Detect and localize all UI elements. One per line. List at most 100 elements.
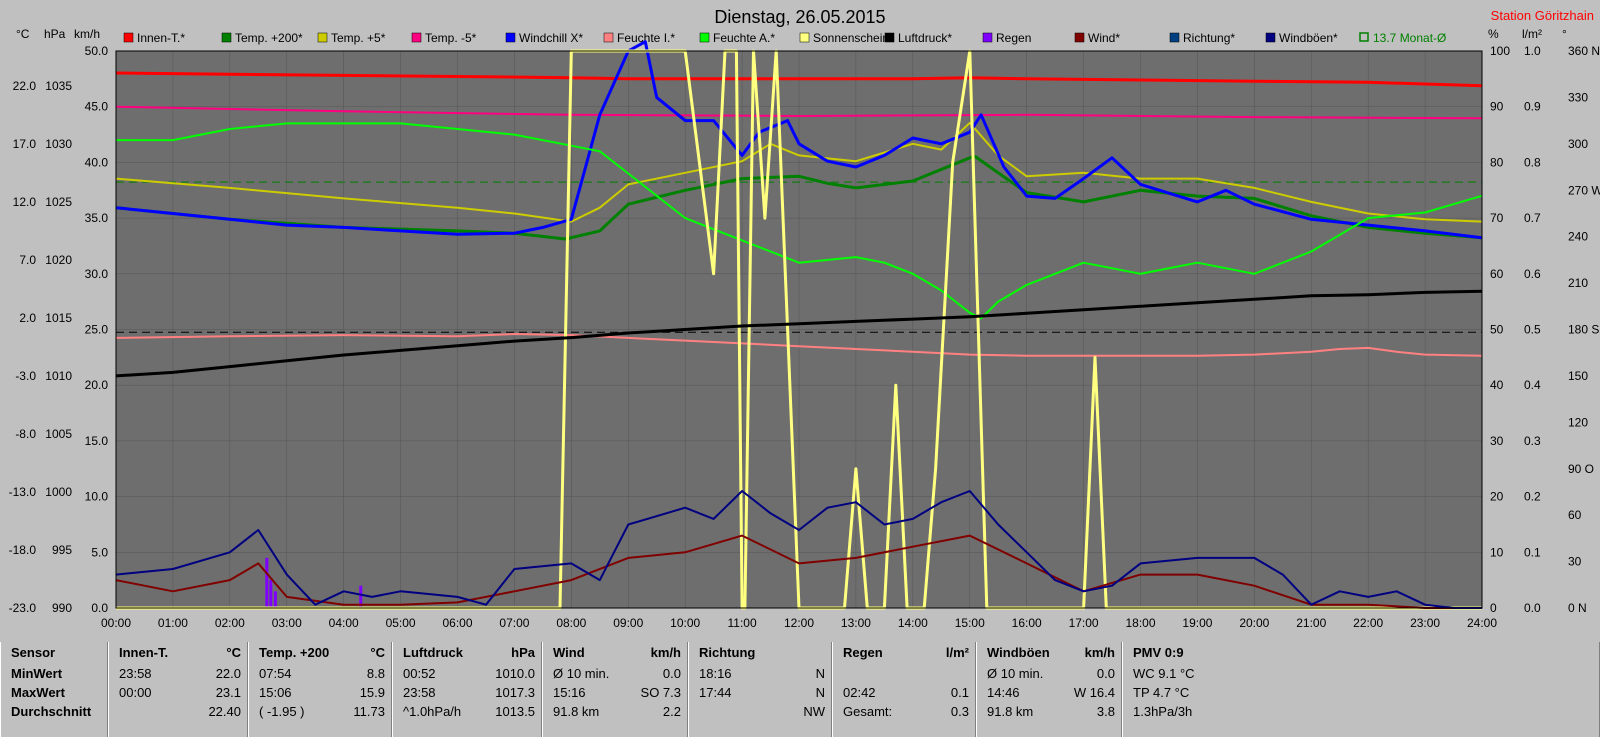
- stats-header-label: Windböen: [987, 645, 1050, 660]
- rain-bar: [269, 580, 273, 608]
- y-tick-label-dir: 210: [1568, 276, 1588, 290]
- y-tick-label-rain: 0.3: [1524, 434, 1541, 448]
- station-name: Station Göritzhain: [1491, 8, 1594, 23]
- stats-cell-label: ^1.0hPa/h: [403, 704, 462, 719]
- stats-row: NW: [689, 704, 831, 723]
- x-tick-label: 10:00: [670, 616, 700, 630]
- x-tick-label: 11:00: [728, 616, 757, 630]
- stats-column: Windböen km/h Ø 10 min. 0.0 14:46 W 16.4 91.8 …: [976, 642, 1122, 737]
- stats-cell-value: 22.0: [215, 666, 241, 681]
- legend-label: Innen-T.*: [137, 31, 185, 45]
- stats-cell-value: 0.0: [1096, 666, 1115, 681]
- y-tick-label-hpa: 1015: [45, 311, 72, 325]
- stats-row: 15:16 SO 7.3: [543, 685, 687, 704]
- y-tick-label-rain: 0.8: [1524, 155, 1541, 169]
- legend-swatch: [123, 32, 134, 43]
- y-tick-label-rain: 0.1: [1524, 545, 1541, 559]
- stats-header: Regen l/m²: [833, 645, 975, 664]
- legend-label: Sonnenschein: [813, 31, 889, 45]
- legend-label: Temp. +200*: [235, 31, 303, 45]
- stats-column: Temp. +200 °C 07:54 8.8 15:06 15.9 ( -1.95 ) 11…: [248, 642, 392, 737]
- y-tick-label-temp: 17.0: [13, 137, 37, 151]
- rain-bars: [265, 557, 363, 608]
- legend-swatch: [411, 32, 422, 43]
- x-tick-label: 14:00: [898, 616, 928, 630]
- x-tick-label: 05:00: [386, 616, 416, 630]
- y-tick-label-temp: -8.0: [15, 427, 36, 441]
- series-line: [115, 534, 1482, 609]
- stats-cell-label: 23:58: [403, 685, 436, 700]
- stats-row: 14:46 W 16.4: [977, 685, 1121, 704]
- y-tick-label-kmh: 10.0: [85, 490, 109, 504]
- y-tick-label-dir: 60: [1568, 508, 1582, 522]
- stats-row: [833, 666, 975, 685]
- y-tick-label-temp: -18.0: [9, 543, 37, 557]
- y-tick-label-kmh: 45.0: [85, 100, 109, 114]
- y-tick-label-dir: 150: [1568, 369, 1588, 383]
- stats-cell-label: ( -1.95 ): [259, 704, 305, 719]
- series-line: [115, 40, 1483, 240]
- y-tick-label-pct: 10: [1490, 545, 1504, 559]
- stats-row: Ø 10 min. 0.0: [977, 666, 1121, 685]
- stats-cell-label: WC 9.1 °C: [1133, 666, 1195, 681]
- y-tick-label-dir: 120: [1568, 415, 1588, 429]
- y-tick-label-dir: 30: [1568, 555, 1582, 569]
- stats-row: 18:16 N: [689, 666, 831, 685]
- legend-swatch: [884, 32, 895, 43]
- y-tick-label-dir: 180 S: [1568, 323, 1599, 337]
- y-tick-label-hpa: 1035: [45, 79, 72, 93]
- stats-cell-value: 0.0: [662, 666, 681, 681]
- y-tick-label-pct: 90: [1490, 100, 1504, 114]
- stats-cell-value: 22.40: [208, 704, 241, 719]
- stats-row: Gesamt: 0.3: [833, 704, 975, 723]
- legend-label: Feuchte A.*: [713, 31, 775, 45]
- stats-cell-label: 00:00: [119, 685, 152, 700]
- x-tick-label: 18:00: [1125, 616, 1155, 630]
- x-tick-label: 17:00: [1069, 616, 1099, 630]
- stats-column: Regen l/m² 02:42 0.1 Gesamt: 0.3: [832, 642, 976, 737]
- y-tick-label-rain: 0.4: [1524, 378, 1541, 392]
- x-tick-label: 23:00: [1410, 616, 1440, 630]
- stats-header: Wind km/h: [543, 645, 687, 664]
- legend-swatch: [982, 32, 993, 43]
- axis-unit-label: °C: [16, 27, 30, 41]
- y-tick-label-hpa: 1000: [45, 485, 72, 499]
- y-tick-label-temp: -13.0: [9, 485, 37, 499]
- series-line: [115, 289, 1483, 378]
- legend-label: Feuchte I.*: [617, 31, 675, 45]
- y-tick-label-temp: 22.0: [13, 79, 37, 93]
- stats-cell-value: N: [815, 685, 825, 700]
- stats-cell-value: 1017.3: [495, 685, 535, 700]
- legend-swatch: [221, 32, 232, 43]
- stats-cell-label: 91.8 km: [987, 704, 1034, 719]
- y-tick-label-rain: 0.9: [1524, 100, 1541, 114]
- stats-cell-label: 02:42: [843, 685, 876, 700]
- stats-header-unit: km/h: [650, 645, 681, 660]
- legend-label: Richtung*: [1183, 31, 1235, 45]
- legend: Innen-T.* Temp. +200* Temp. +5* Temp. -5* Wi…: [123, 31, 1446, 45]
- axis-unit-label: km/h: [74, 27, 100, 41]
- stats-cell-label: MaxWert: [11, 685, 65, 700]
- axis-unit-label: l/m²: [1522, 27, 1542, 41]
- stats-row: 07:54 8.8: [249, 666, 391, 685]
- axis-unit-label: %: [1488, 27, 1499, 41]
- y-tick-label-dir: 270 W: [1568, 183, 1600, 197]
- y-tick-label-temp: -23.0: [9, 601, 37, 615]
- y-tick-label-dir: 360 N: [1568, 44, 1600, 58]
- stats-header: Sensor: [1, 645, 107, 664]
- legend-label: Luftdruck*: [898, 31, 952, 45]
- x-tick-label: 02:00: [215, 616, 245, 630]
- stats-row: 02:42 0.1: [833, 685, 975, 704]
- stats-cell-value: N: [815, 666, 825, 681]
- y-tick-label-pct: 60: [1490, 267, 1504, 281]
- stats-column: Sensor MinWert MaxWert Durchschnitt: [0, 642, 108, 737]
- stats-cell-label: 15:16: [553, 685, 586, 700]
- x-tick-label: 20:00: [1239, 616, 1269, 630]
- legend-label: Windchill X*: [519, 31, 583, 45]
- y-tick-label-kmh: 0.0: [91, 601, 108, 615]
- x-tick-label: 00:00: [101, 616, 131, 630]
- stats-row: 91.8 km 3.8: [977, 704, 1121, 723]
- stats-cell-label: 07:54: [259, 666, 292, 681]
- stats-cell-value: W 16.4: [1073, 685, 1115, 700]
- legend-label: Temp. -5*: [425, 31, 477, 45]
